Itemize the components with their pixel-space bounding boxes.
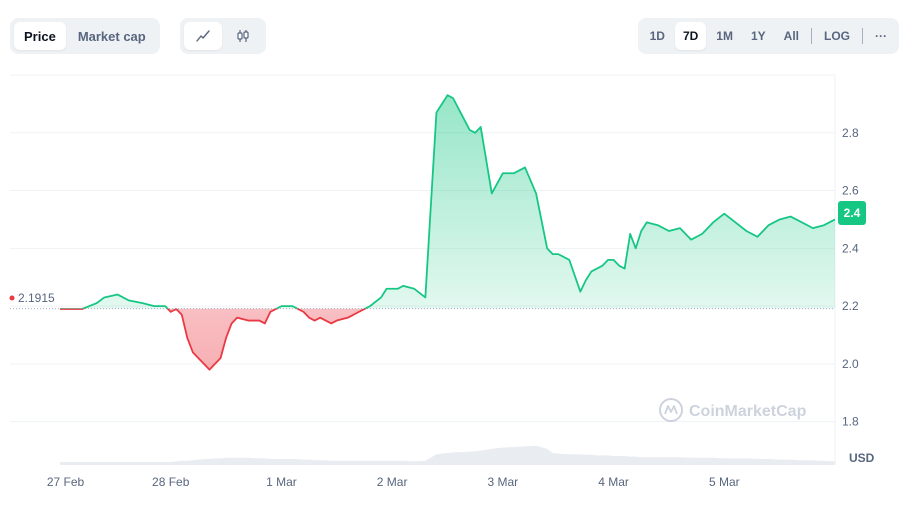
- range-7d-button[interactable]: 7D: [674, 22, 707, 50]
- area-above-baseline: [83, 95, 835, 309]
- coinmarketcap-logo-icon: [659, 398, 683, 422]
- x-tick-label: 1 Mar: [266, 475, 297, 489]
- price-area: [60, 95, 835, 370]
- y-axis: 1.8 2.0 2.2 2.4 2.6 2.8: [842, 126, 859, 429]
- line-chart-icon: [196, 30, 210, 42]
- divider: [811, 28, 812, 44]
- x-tick-label: 28 Feb: [152, 475, 190, 489]
- chart-style-toggle: [180, 18, 266, 54]
- watermark: CoinMarketCap: [659, 398, 807, 422]
- log-scale-button[interactable]: LOG: [824, 29, 850, 43]
- watermark-text: CoinMarketCap: [689, 403, 807, 420]
- metric-toggle: Price Market cap: [10, 18, 160, 54]
- x-tick-label: 5 Mar: [709, 475, 740, 489]
- tab-market-cap[interactable]: Market cap: [77, 28, 146, 44]
- y-tick-label: 2.4: [842, 241, 859, 255]
- x-axis: 27 Feb 28 Feb 1 Mar 2 Mar 3 Mar 4 Mar 5 Mar: [47, 475, 740, 489]
- area-below-baseline: [60, 308, 835, 370]
- baseline-value: 2.1915: [18, 291, 55, 305]
- current-price-badge-bg: [838, 201, 866, 225]
- x-tick-label: 4 Mar: [598, 475, 629, 489]
- price-line: [60, 94, 836, 371]
- volume-area: [60, 445, 835, 465]
- candlestick-icon: [237, 30, 249, 42]
- currency-label: USD: [849, 451, 875, 465]
- current-price-value: 2.4: [844, 206, 861, 220]
- y-tick-label: 1.8: [842, 415, 859, 429]
- line-chart-button[interactable]: [184, 22, 222, 50]
- range-all-button[interactable]: All: [783, 29, 799, 43]
- price-line-up: [60, 94, 836, 309]
- range-1d-button[interactable]: 1D: [649, 29, 665, 43]
- x-tick-label: 3 Mar: [488, 475, 519, 489]
- y-tick-label: 2.8: [842, 126, 859, 140]
- x-tick-label: 2 Mar: [377, 475, 408, 489]
- y-tick-label: 2.6: [842, 184, 859, 198]
- more-options-button[interactable]: ···: [875, 29, 887, 43]
- y-tick-label: 2.0: [842, 357, 859, 371]
- range-1m-button[interactable]: 1M: [716, 29, 733, 43]
- price-line-down: [60, 308, 368, 371]
- divider: [862, 28, 863, 44]
- current-price-badge: 2.4: [838, 201, 866, 225]
- baseline-marker: 2.1915: [9, 291, 55, 305]
- time-range-toggle: 1D 7D 1M 1Y All LOG ···: [637, 18, 899, 54]
- x-tick-label: 27 Feb: [47, 475, 85, 489]
- candlestick-button[interactable]: [224, 22, 262, 50]
- tab-price[interactable]: Price: [14, 22, 66, 50]
- y-tick-label: 2.2: [842, 299, 859, 313]
- baseline-dot: [9, 295, 15, 301]
- range-1y-button[interactable]: 1Y: [750, 29, 766, 43]
